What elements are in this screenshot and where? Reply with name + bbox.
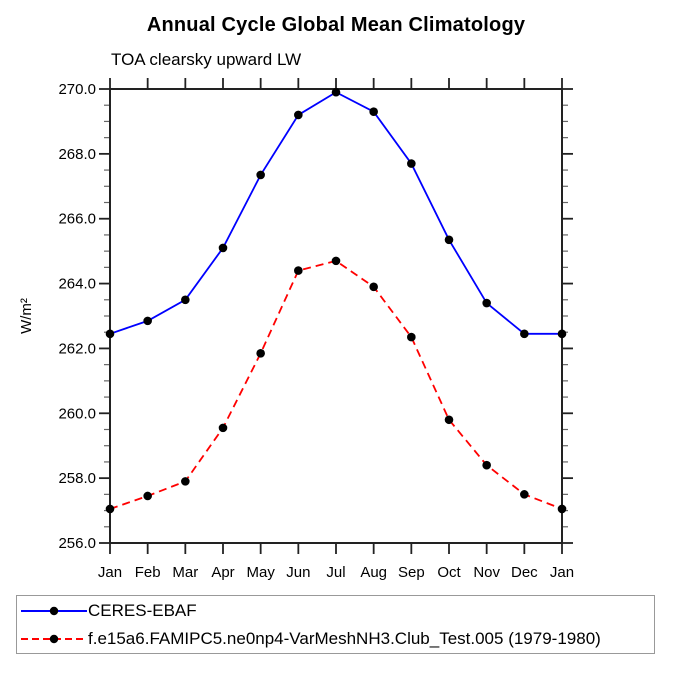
data-point-marker (143, 491, 152, 501)
legend-item-0: CERES-EBAF (20, 597, 654, 625)
legend-line-sample-1 (21, 634, 87, 643)
data-point-marker (369, 282, 378, 292)
data-point-marker (143, 316, 152, 326)
y-axis-tick-label: 256.0 (58, 535, 96, 552)
x-axis-tick-label: May (246, 564, 275, 581)
x-axis-tick-label: Mar (172, 564, 198, 581)
x-axis-tick-label: Dec (511, 564, 538, 581)
x-axis-tick-label: Sep (398, 564, 425, 581)
y-axis-tick-label: 260.0 (58, 405, 96, 422)
data-point-marker (444, 415, 454, 425)
data-point-marker (407, 332, 416, 342)
legend-line-sample-0 (21, 606, 87, 615)
chart-subtitle: TOA clearsky upward LW (111, 50, 302, 69)
legend-marker-icon-0 (49, 606, 59, 615)
data-point-marker (181, 295, 190, 305)
data-point-marker (444, 235, 454, 245)
x-axis-tick-label: Feb (135, 564, 161, 581)
data-point-marker (520, 329, 529, 339)
y-axis-tick-label: 262.0 (58, 340, 96, 357)
data-point-marker (105, 504, 115, 514)
series-line-1 (109, 259, 563, 510)
data-point-marker (218, 243, 228, 253)
y-axis-tick-label: 264.0 (58, 276, 96, 293)
data-point-marker (557, 329, 567, 339)
y-axis-tick-label: 270.0 (58, 81, 96, 98)
data-point-marker (256, 348, 265, 358)
x-axis-tick-label: Apr (211, 564, 234, 581)
data-point-marker (331, 87, 341, 97)
data-point-marker (294, 266, 303, 275)
data-point-marker (482, 460, 491, 470)
plot-frame (109, 88, 563, 544)
data-point-marker (256, 170, 265, 180)
data-point-marker (482, 298, 491, 308)
x-axis-tick-label: Aug (360, 564, 387, 581)
data-point-marker (105, 329, 115, 339)
y-axis-tick-label: 266.0 (58, 211, 96, 228)
x-axis-tick-label: Jan (550, 564, 574, 581)
legend: CERES-EBAF f.e15a6.FAMIPC5.ne0np4-VarMes… (16, 595, 655, 654)
data-point-marker (218, 423, 228, 433)
data-point-marker (557, 504, 567, 514)
y-axis-tick-label: 258.0 (58, 470, 96, 487)
data-point-marker (294, 110, 303, 120)
data-point-marker (331, 256, 341, 266)
x-axis-tick-label: Jul (326, 564, 345, 581)
x-axis-tick-label: Jun (286, 564, 310, 581)
legend-label-1: f.e15a6.FAMIPC5.ne0np4-VarMeshNH3.Club_T… (88, 629, 601, 648)
series-line-0 (109, 91, 562, 335)
data-point-marker (369, 107, 378, 116)
y-axis-tick-label: 268.0 (58, 146, 96, 163)
chart-title: Annual Cycle Global Mean Climatology (146, 14, 526, 36)
data-point-marker (181, 477, 190, 486)
data-point-marker (520, 490, 529, 499)
legend-label-0: CERES-EBAF (88, 601, 197, 620)
x-axis-tick-label: Nov (473, 564, 500, 581)
y-axis-title: W/m² (18, 298, 35, 334)
x-axis-tick-label: Oct (437, 564, 461, 581)
data-point-marker (407, 159, 416, 168)
x-axis-tick-label: Jan (98, 564, 122, 581)
legend-item-1: f.e15a6.FAMIPC5.ne0np4-VarMeshNH3.Club_T… (20, 625, 654, 653)
legend-marker-icon-1 (49, 634, 59, 643)
